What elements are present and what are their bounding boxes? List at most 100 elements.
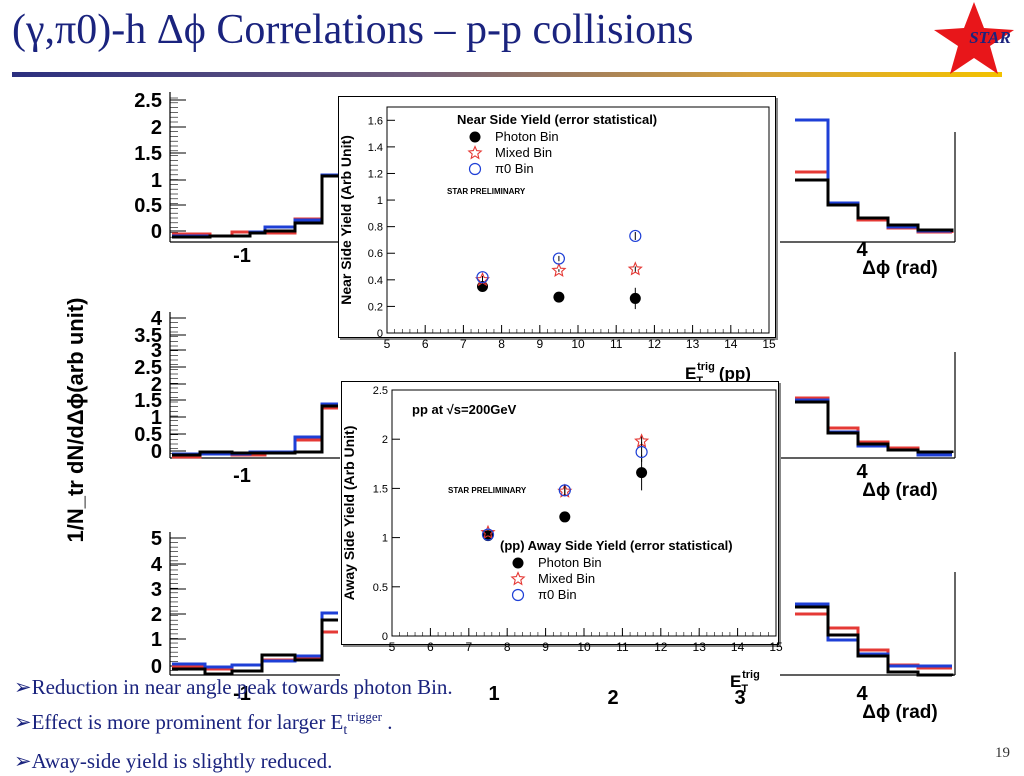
bg-photon-histogram [172,618,338,676]
legend: (pp) Away Side Yield (error statistical)… [500,538,733,602]
bg-x-axis-label: Δϕ (rad) [862,258,937,279]
page-number: 19 [995,745,1010,761]
bg-y-tick-label: 1.5 [134,390,162,412]
bg-y-tick-label: 2.5 [134,357,162,379]
x-tick-label: 15 [762,337,776,351]
bg-photon-histogram [172,174,338,239]
data-point [551,262,567,277]
star-logo: STAR [934,2,1014,74]
bg-pi0-histogram-right [795,398,952,457]
x-tick-label: 13 [686,337,700,351]
bg-y-tick-label: 0 [151,221,162,243]
data-point [629,292,641,304]
bullet-3: ➢Away-side yield is slightly reduced. [14,749,333,774]
y-tick-label: 0 [377,328,383,340]
bg-pi0-histogram [172,402,338,456]
y-tick-label: 1.6 [368,115,383,127]
bg-x-tick-label: 4 [856,683,868,705]
bg-photon-histogram [172,404,338,457]
bg-panel-2: 43.532.521.510.50-1 4Δϕ (rad) [134,308,956,501]
data-point [552,252,565,265]
legend-marker [512,557,524,569]
bg-y-tick-label: 1 [151,170,162,192]
away-side-yield-chart: 5 6 7 8 9 10 11 12 13 14 15 0 0.5 1 1.5 2 2.5 Away Side Y… [341,385,783,695]
data-point [627,261,643,276]
bullet-list: ➢Reduction in near angle peak towards ph… [14,672,453,776]
legend-marker [510,571,526,586]
bg-y-tick-label: 0 [151,441,162,463]
x-axis-label: ETtrig [730,669,760,695]
x-tick-label: 10 [577,640,591,654]
near-side-yield-panel: 5 6 7 8 9 10 11 12 13 14 15 0 0.2 0.4 0.6 0.8 1 1.2 1.4 1.6… [338,96,776,387]
plot-frame [386,106,770,334]
x-tick-label: 13 [693,640,707,654]
bullet-2: ➢Effect is more prominent for larger Ett… [14,709,393,739]
bg-mixed-histogram [172,174,338,238]
y-tick-label: 1.4 [368,142,383,154]
data-point [553,291,565,303]
star-icon [934,2,1014,74]
data-point [558,484,571,497]
y-tick-label: 0.8 [368,222,383,234]
plot-frame [391,389,777,637]
data-point [636,467,648,479]
x-tick-label: 6 [427,640,434,654]
data-point [629,229,642,243]
data-point [559,511,571,523]
bg-x-tick-label: 4 [856,461,868,483]
bg-y-tick-label: 2.5 [134,90,162,112]
title-underline [12,72,1002,77]
bg-x-tick-label: -1 [233,465,251,487]
bg-x-tick-label: 4 [856,239,868,261]
y-tick-label: 2.5 [373,385,388,397]
bg-y-tick-label: 3 [151,579,162,601]
data-point [481,528,495,541]
x-tick-label: 5 [389,640,396,654]
y-tick-label: 0.6 [368,248,383,260]
bullet-1: ➢Reduction in near angle peak towards ph… [14,675,453,699]
legend-entry: Mixed Bin [538,571,595,586]
x-tick-label: 8 [504,640,511,654]
legend-marker [469,131,481,143]
y-tick-label: 0.5 [373,582,388,594]
x-tick-label: 8 [498,337,505,351]
x-tick-label: 9 [542,640,549,654]
legend-entry: Photon Bin [495,129,559,144]
bg-x-tick-label: 2 [607,687,618,709]
y-tick-label: 1.2 [368,168,383,180]
bg-ylabel: 1/N_tr dN/dΔϕ(arb unit) [63,297,88,543]
energy-note: pp at √s=200GeV [412,402,517,417]
slide-title: (γ,π0)-h Δϕ Correlations – p-p collision… [12,7,694,53]
x-tick-label: 14 [731,640,745,654]
y-tick-label: 1 [382,533,388,545]
bg-y-tick-label: 1 [151,629,162,651]
bg-pi0-histogram-right [795,118,952,233]
bg-y-tick-label: 1.5 [134,143,162,165]
bg-photon-histogram-right [795,178,954,232]
away-side-yield-panel: 5 6 7 8 9 10 11 12 13 14 15 0 0.5 1 1.5 2 2.5 Away Side Y… [341,381,783,695]
bg-y-tick-label: 2 [151,604,162,626]
x-tick-label: 11 [610,337,623,351]
star-preliminary-label: STAR PRELIMINARY [448,486,527,495]
near-side-yield-chart: 5 6 7 8 9 10 11 12 13 14 15 0 0.2 0.4 0.6 0.8 1 1.2 1.4 1.6… [338,106,776,387]
legend-entry: π0 Bin [538,587,577,602]
legend: Near Side Yield (error statistical) Photo… [457,112,657,176]
y-tick-label: 0 [382,631,388,643]
legend-entry: Photon Bin [538,555,602,570]
y-axis-label: Near Side Yield (Arb Unit) [338,135,354,305]
legend-marker [511,588,525,602]
bg-photon-histogram-right [795,605,954,677]
x-tick-label: 6 [422,337,429,351]
bg-y-tick-label: 0 [151,656,162,678]
x-tick-label: 9 [536,337,543,351]
data-point [476,271,489,284]
bg-y-tick-label: 4 [151,308,163,330]
bg-pi0-histogram [172,173,338,238]
bg-y-tick-label: 1 [151,407,162,429]
x-tick-label: 7 [465,640,472,654]
y-axis-label: Away Side Yield (Arb Unit) [341,426,357,601]
bg-x-tick-label: 3 [734,687,745,709]
bg-y-tick-label: 2 [151,374,162,396]
legend-marker [467,145,483,160]
